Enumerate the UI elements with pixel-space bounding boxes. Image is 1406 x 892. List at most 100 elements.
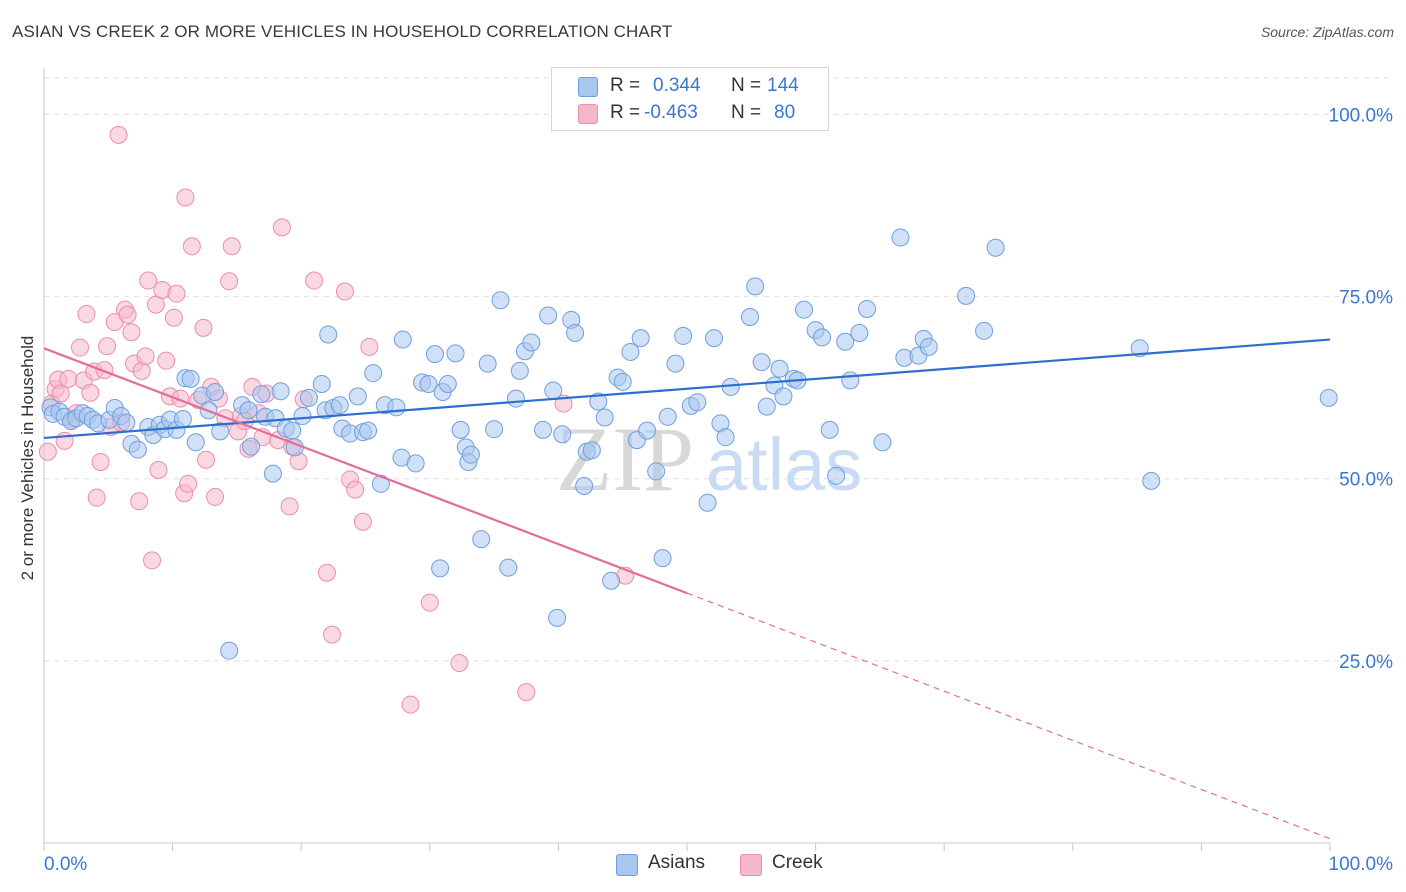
data-point [461,445,480,464]
data-point [77,305,96,324]
data-point [420,593,439,612]
data-point [360,337,379,356]
data-point [263,464,282,483]
data-point [850,324,869,342]
data-point [38,442,57,461]
asians-r-label: R = [610,75,641,96]
data-point [283,421,302,440]
data-point [499,558,518,577]
data-point [91,452,110,471]
data-point [621,342,640,361]
data-point [438,375,457,393]
asians-legend-swatch [578,77,598,97]
y-tick-label: 100.0% [1329,105,1394,126]
data-point [87,488,106,507]
data-point [653,549,672,568]
data-point [406,454,425,473]
creek-n-label: N = [731,102,762,123]
data-point [252,385,271,404]
data-point [425,345,444,364]
data-point [1130,339,1149,358]
data-point [371,474,390,493]
data-point [242,437,261,456]
data-point [517,683,536,702]
asians-r-value: 0.344 [653,75,701,96]
data-point [157,351,176,370]
data-point [222,237,241,256]
data-point [220,272,239,291]
data-point [472,530,491,549]
data-point [206,487,225,506]
data-point [122,323,141,342]
data-point [813,328,832,347]
data-point [705,329,724,348]
creek-swatch [740,854,762,876]
data-point [323,625,342,644]
data-point [638,421,657,440]
data-point [364,364,383,383]
data-point [919,337,938,356]
y-tick-label: 25.0% [1339,652,1393,673]
data-point [446,344,465,363]
data-point [688,393,707,412]
creek-legend-swatch [578,104,598,124]
data-point [770,359,789,378]
data-point [539,306,558,325]
tick-labels: 25.0% 50.0% 75.0% 100.0% 0.0% 100.0% [44,105,1393,875]
data-point [312,375,331,393]
data-point [71,338,90,357]
data-point [117,413,136,432]
data-point [128,440,147,459]
data-point [109,125,128,144]
data-point [293,407,312,426]
asians-trend-line [43,338,1331,440]
data-point [522,333,541,352]
data-point [149,460,168,479]
data-point [164,308,183,327]
data-point [173,409,192,428]
asians-n-value: 144 [767,75,799,96]
data-point [774,387,793,406]
data-point [1142,471,1161,490]
data-point [401,695,420,714]
data-point [305,271,324,290]
data-point [986,238,1005,257]
data-point [873,433,892,452]
data-point [841,371,860,390]
data-point [858,299,877,318]
y-tick-label: 75.0% [1339,288,1393,309]
data-point [143,551,162,570]
data-point [589,392,608,411]
data-point [716,428,735,447]
data-point [478,354,497,373]
data-point [582,441,601,460]
data-point [81,383,100,402]
data-point [746,277,765,296]
data-point [51,384,70,403]
data-point [317,563,336,582]
data-point [181,369,200,388]
creek-r-label: R = [610,102,641,123]
data-point [741,307,760,326]
data-point [280,497,299,516]
data-point [387,398,406,417]
data-point [553,425,572,444]
data-point [613,372,632,391]
data-point [220,641,239,660]
creek-points [38,125,635,714]
data-point [186,433,205,452]
data-point [176,188,195,207]
data-point [450,654,469,673]
asians-label: Asians [648,852,706,873]
asians-swatch [616,854,638,876]
data-point [602,571,621,590]
stats-legend: R = 0.344 N = 144 R = -0.463 N = 80 [551,67,829,131]
data-point [510,361,529,380]
data-point [118,305,137,324]
data-point [319,325,338,344]
data-point [393,330,412,349]
data-point [827,466,846,485]
data-point [757,397,776,416]
data-point [59,369,78,388]
